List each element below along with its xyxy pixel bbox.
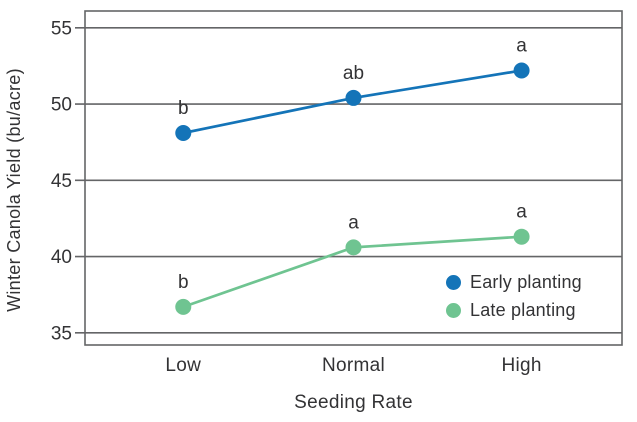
y-tick-label-55: 55 [51, 18, 72, 39]
legend-label-early-planting: Early planting [470, 271, 582, 292]
legend: Early planting Late planting [446, 271, 582, 321]
legend-marker-early-planting [446, 274, 461, 290]
x-tick-label-normal: Normal [322, 355, 385, 376]
y-tick-label-40: 40 [51, 247, 72, 268]
data-point-early-planting-high [513, 62, 530, 79]
data-point-late-planting-normal [345, 239, 362, 256]
x-tick-label-high: High [501, 355, 541, 376]
sig-letter-late-planting-normal: a [348, 212, 359, 233]
y-tick-label-45: 45 [51, 171, 72, 192]
y-tick-label-35: 35 [51, 323, 72, 344]
sig-letter-early-planting-low: b [178, 98, 189, 119]
data-point-early-planting-normal [345, 89, 362, 106]
sig-letter-early-planting-high: a [516, 35, 527, 56]
sig-letter-early-planting-normal: ab [343, 63, 364, 84]
x-axis-title: Seeding Rate [294, 392, 413, 413]
data-point-early-planting-low [175, 125, 192, 142]
sig-letter-late-planting-high: a [516, 202, 527, 223]
data-point-late-planting-low [175, 298, 192, 315]
data-point-late-planting-high [513, 228, 530, 245]
legend-item-early-planting: Early planting [446, 271, 582, 293]
legend-label-late-planting: Late planting [470, 299, 576, 320]
y-tick-label-50: 50 [51, 95, 72, 116]
plot-border [84, 10, 623, 346]
sig-letter-late-planting-low: b [178, 272, 189, 293]
legend-marker-late-planting [446, 302, 461, 318]
legend-item-late-planting: Late planting [446, 299, 582, 321]
x-tick-label-low: Low [165, 355, 201, 376]
